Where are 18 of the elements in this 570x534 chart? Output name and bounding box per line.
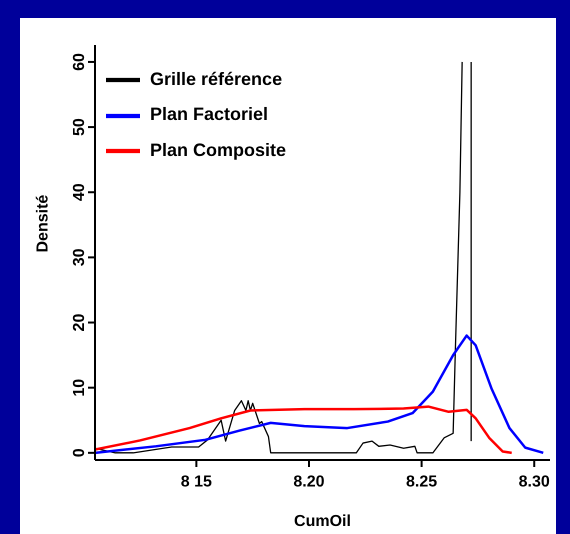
legend-label: Grille référence [150,69,282,89]
x-axis-title: CumOil [294,513,351,530]
y-tick-label: 50 [71,118,88,136]
x-tick-label: 8 15 [180,473,212,490]
y-axis-title: Densité [34,194,52,252]
legend-label: Plan Composite [150,140,286,160]
x-tick-label: 8.25 [406,473,438,490]
legend-label: Plan Factoriel [150,104,268,124]
x-tick-label: 8.20 [293,473,325,490]
line-series [95,405,513,454]
y-tick-label: 30 [71,248,88,266]
x-tick-label: 8.30 [518,473,550,490]
y-tick-label: 0 [71,448,88,458]
y-tick-label: 10 [71,378,88,397]
y-tick-label: 60 [71,52,88,71]
y-tick-label: 20 [71,314,88,332]
line-series [95,334,544,454]
y-tick-label: 40 [71,183,88,202]
